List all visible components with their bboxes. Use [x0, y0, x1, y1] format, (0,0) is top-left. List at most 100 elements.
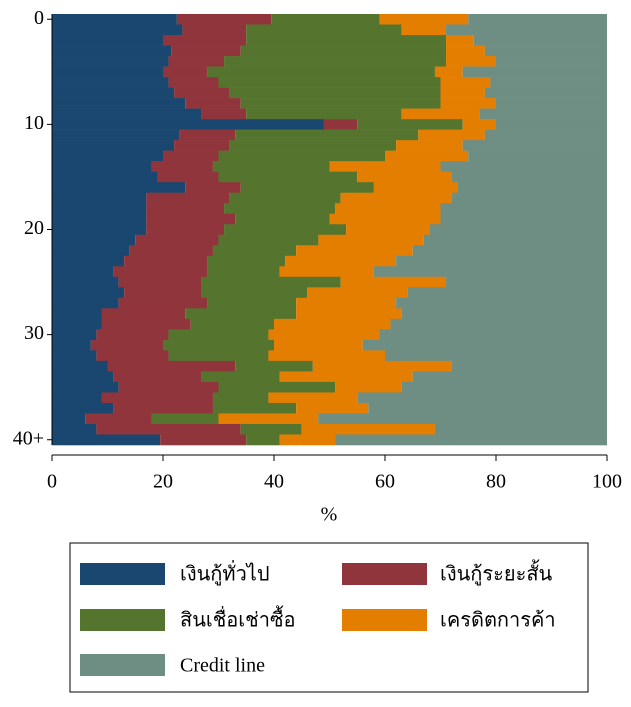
y-tick-label: 0 — [34, 7, 44, 29]
bar-segment — [52, 423, 97, 435]
bar-segment — [52, 14, 177, 25]
bar-segment — [268, 350, 385, 362]
bar-segment — [246, 24, 402, 36]
bar-segment — [407, 287, 607, 299]
bar-segment — [52, 213, 147, 225]
bar-segment — [52, 287, 125, 299]
bar-segment — [440, 87, 485, 99]
bar-segment — [207, 255, 286, 267]
bar-segment — [157, 171, 219, 183]
bar-segment — [146, 213, 236, 225]
bar-segment — [457, 182, 607, 194]
bar-segment — [490, 77, 607, 88]
bar-segment — [268, 329, 380, 341]
bar-segment — [462, 66, 607, 78]
bar-segment — [168, 77, 219, 88]
legend-label: เครดิตการค้า — [440, 610, 556, 632]
bar-segment — [85, 413, 152, 425]
bar-segment — [174, 140, 230, 151]
bar-segment — [412, 245, 607, 257]
bar-segment — [379, 14, 469, 25]
bar-segment — [146, 203, 225, 215]
bar-segment — [168, 56, 225, 67]
bar-segment — [335, 203, 441, 215]
bar-segment — [52, 339, 91, 351]
bar-segment — [129, 245, 213, 257]
bar-segment — [101, 308, 186, 320]
bar-segment — [96, 329, 169, 341]
bar-segment — [52, 56, 169, 67]
bar-segment — [124, 287, 202, 299]
bar-segment — [434, 66, 463, 78]
y-tick-label: 30 — [24, 322, 44, 344]
bar-segment — [271, 14, 380, 25]
bar-segment — [52, 371, 114, 383]
bar-segment — [335, 434, 607, 446]
bar-segment — [423, 234, 607, 246]
bar-segment — [52, 24, 183, 36]
bar-segment — [52, 381, 119, 393]
bar-segment — [296, 297, 397, 309]
bar-segment — [52, 234, 136, 246]
bar-segment — [52, 297, 119, 309]
bar-segment — [52, 66, 163, 78]
bar-segment — [52, 276, 119, 288]
bar-segment — [52, 108, 202, 120]
bar-segment — [52, 329, 97, 341]
bar-segment — [340, 192, 452, 204]
x-tick-label: 80 — [486, 471, 506, 493]
bar-segment — [312, 360, 452, 372]
bar-segment — [52, 150, 163, 162]
bar-segment — [182, 24, 247, 36]
bar-segment — [52, 87, 175, 99]
bar-segment — [274, 339, 363, 351]
bar-segment — [176, 14, 272, 25]
bar-segment — [218, 381, 336, 393]
bar-segment — [451, 360, 607, 372]
bar-segment — [318, 234, 424, 246]
x-tick-label: 100 — [592, 471, 622, 493]
bar-segment — [52, 171, 158, 183]
bar-segment — [462, 119, 496, 130]
bar-segment — [279, 266, 374, 278]
bar-segment — [451, 171, 607, 183]
legend-box — [69, 542, 589, 693]
bar-segment — [218, 77, 441, 88]
bar-segment — [52, 308, 102, 320]
bar-segment — [185, 98, 241, 109]
bar-segment — [52, 77, 169, 88]
bar-segment — [96, 350, 169, 362]
bar-segment — [118, 297, 208, 309]
bar-segment — [52, 266, 114, 278]
bar-segment — [274, 318, 391, 330]
bar-segment — [90, 339, 163, 351]
bar-segment — [185, 182, 241, 194]
bar-segment — [52, 161, 152, 172]
bar-segment — [224, 224, 347, 236]
bar-segment — [163, 150, 219, 162]
legend-label: เงินกู้ทั่วไป — [180, 560, 270, 587]
bar-segment — [373, 182, 458, 194]
bar-segment — [224, 56, 447, 67]
bar-segment — [401, 24, 447, 36]
bar-segment — [329, 161, 441, 172]
legend-label: เงินกู้ระยะสั้น — [440, 560, 553, 587]
bar-segment — [323, 119, 358, 130]
bar-segment — [357, 392, 607, 404]
bar-segment — [201, 371, 280, 383]
bar-segment — [373, 266, 607, 278]
bar-segment — [479, 108, 607, 120]
bar-segment — [190, 318, 274, 330]
bar-segment — [52, 140, 175, 151]
bar-segment — [52, 119, 324, 130]
bar-segment — [212, 161, 330, 172]
bar-segment — [368, 402, 607, 414]
bar-segment — [357, 119, 463, 130]
bar-segment — [496, 98, 607, 109]
bar-segment — [240, 182, 374, 194]
bar-segment — [101, 392, 213, 404]
bar-segment — [440, 213, 607, 225]
bar-segment — [212, 245, 297, 257]
bar-segment — [379, 329, 607, 341]
